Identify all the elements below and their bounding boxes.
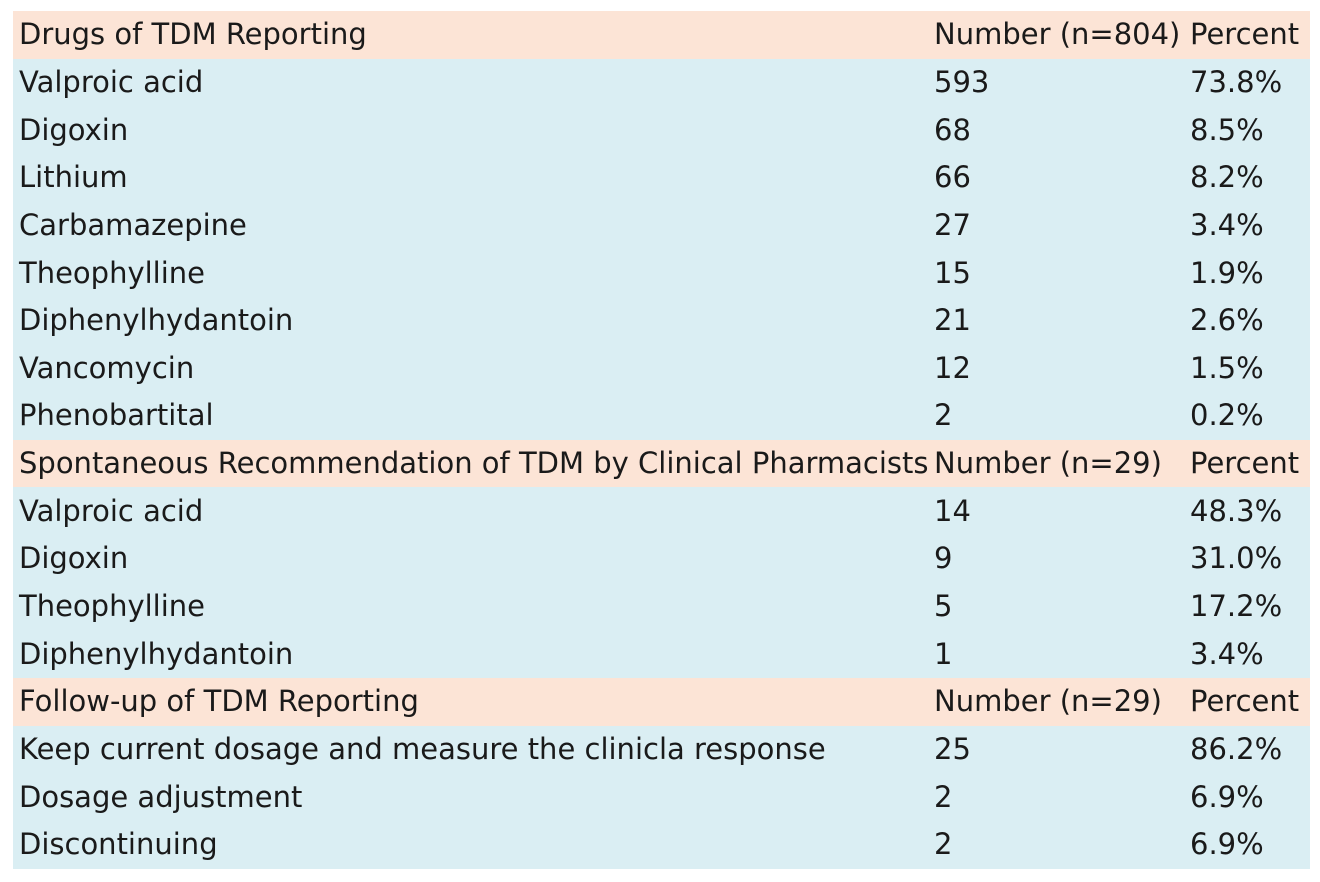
cell-percent: 8.2%: [1184, 153, 1310, 202]
section-header-label: Drugs of TDM Reporting: [13, 11, 928, 59]
cell-label: Digoxin: [13, 106, 928, 154]
cell-percent: 6.9%: [1184, 773, 1310, 821]
cell-percent: 3.4%: [1184, 630, 1310, 678]
cell-label: Theophylline: [13, 249, 928, 297]
cell-percent: 31.0%: [1184, 535, 1310, 583]
section-header-number: Number (n=804): [928, 11, 1184, 59]
table-row: Valproic acid 14 48.3%: [13, 487, 1310, 536]
table-row: Diphenylhydantoin 21 2.6%: [13, 296, 1310, 345]
cell-percent: 8.5%: [1184, 106, 1310, 154]
cell-number: 66: [928, 153, 1184, 202]
cell-percent: 1.5%: [1184, 344, 1310, 393]
cell-label: Digoxin: [13, 535, 928, 583]
cell-percent: 0.2%: [1184, 392, 1310, 440]
cell-percent: 73.8%: [1184, 58, 1310, 107]
table-row: Dosage adjustment 2 6.9%: [13, 773, 1310, 821]
cell-label: Valproic acid: [13, 58, 928, 107]
section-header-label: Spontaneous Recommendation of TDM by Cli…: [13, 439, 928, 488]
cell-label: Theophylline: [13, 582, 928, 631]
tdm-table-body: Drugs of TDM Reporting Number (n=804) Perc…: [13, 11, 1310, 869]
table-row: Keep current dosage and measure the clin…: [13, 725, 1310, 774]
section-header-number: Number (n=29): [928, 677, 1184, 726]
cell-number: 2: [928, 820, 1184, 869]
section-header-number: Number (n=29): [928, 439, 1184, 488]
section-header-row: Drugs of TDM Reporting Number (n=804) Perc…: [13, 11, 1310, 59]
table-row: Theophylline 15 1.9%: [13, 249, 1310, 297]
cell-number: 9: [928, 535, 1184, 583]
table-row: Diphenylhydantoin 1 3.4%: [13, 630, 1310, 678]
table-row: Valproic acid 593 73.8%: [13, 58, 1310, 107]
cell-percent: 2.6%: [1184, 296, 1310, 345]
cell-number: 5: [928, 582, 1184, 631]
table-row: Phenobartital 2 0.2%: [13, 392, 1310, 440]
table-row: Discontinuing 2 6.9%: [13, 820, 1310, 869]
cell-label: Keep current dosage and measure the clin…: [13, 725, 928, 774]
section-header-row: Spontaneous Recommendation of TDM by Cli…: [13, 439, 1310, 488]
section-header-percent: Percent: [1184, 439, 1310, 488]
table-row: Vancomycin 12 1.5%: [13, 344, 1310, 393]
cell-label: Phenobartital: [13, 392, 928, 440]
section-header-percent: Percent: [1184, 11, 1310, 59]
cell-label: Vancomycin: [13, 344, 928, 393]
cell-label: Diphenylhydantoin: [13, 630, 928, 678]
cell-label: Lithium: [13, 153, 928, 202]
cell-number: 25: [928, 725, 1184, 774]
tdm-table: Drugs of TDM Reporting Number (n=804) Perc…: [13, 11, 1310, 869]
cell-number: 1: [928, 630, 1184, 678]
cell-label: Carbamazepine: [13, 201, 928, 250]
cell-number: 68: [928, 106, 1184, 154]
table-row: Carbamazepine 27 3.4%: [13, 201, 1310, 250]
cell-number: 2: [928, 773, 1184, 821]
table-row: Lithium 66 8.2%: [13, 153, 1310, 202]
cell-percent: 1.9%: [1184, 249, 1310, 297]
cell-percent: 48.3%: [1184, 487, 1310, 536]
table-row: Digoxin 68 8.5%: [13, 106, 1310, 154]
cell-number: 15: [928, 249, 1184, 297]
cell-percent: 6.9%: [1184, 820, 1310, 869]
section-header-percent: Percent: [1184, 677, 1310, 726]
cell-percent: 3.4%: [1184, 201, 1310, 250]
cell-number: 593: [928, 58, 1184, 107]
cell-percent: 86.2%: [1184, 725, 1310, 774]
section-header-row: Follow-up of TDM Reporting Number (n=29) P…: [13, 677, 1310, 726]
cell-number: 2: [928, 392, 1184, 440]
table-row: Theophylline 5 17.2%: [13, 582, 1310, 631]
cell-number: 21: [928, 296, 1184, 345]
cell-percent: 17.2%: [1184, 582, 1310, 631]
cell-number: 27: [928, 201, 1184, 250]
section-header-label: Follow-up of TDM Reporting: [13, 677, 928, 726]
cell-label: Dosage adjustment: [13, 773, 928, 821]
cell-label: Valproic acid: [13, 487, 928, 536]
cell-number: 12: [928, 344, 1184, 393]
table-row: Digoxin 9 31.0%: [13, 535, 1310, 583]
cell-number: 14: [928, 487, 1184, 536]
cell-label: Diphenylhydantoin: [13, 296, 928, 345]
cell-label: Discontinuing: [13, 820, 928, 869]
